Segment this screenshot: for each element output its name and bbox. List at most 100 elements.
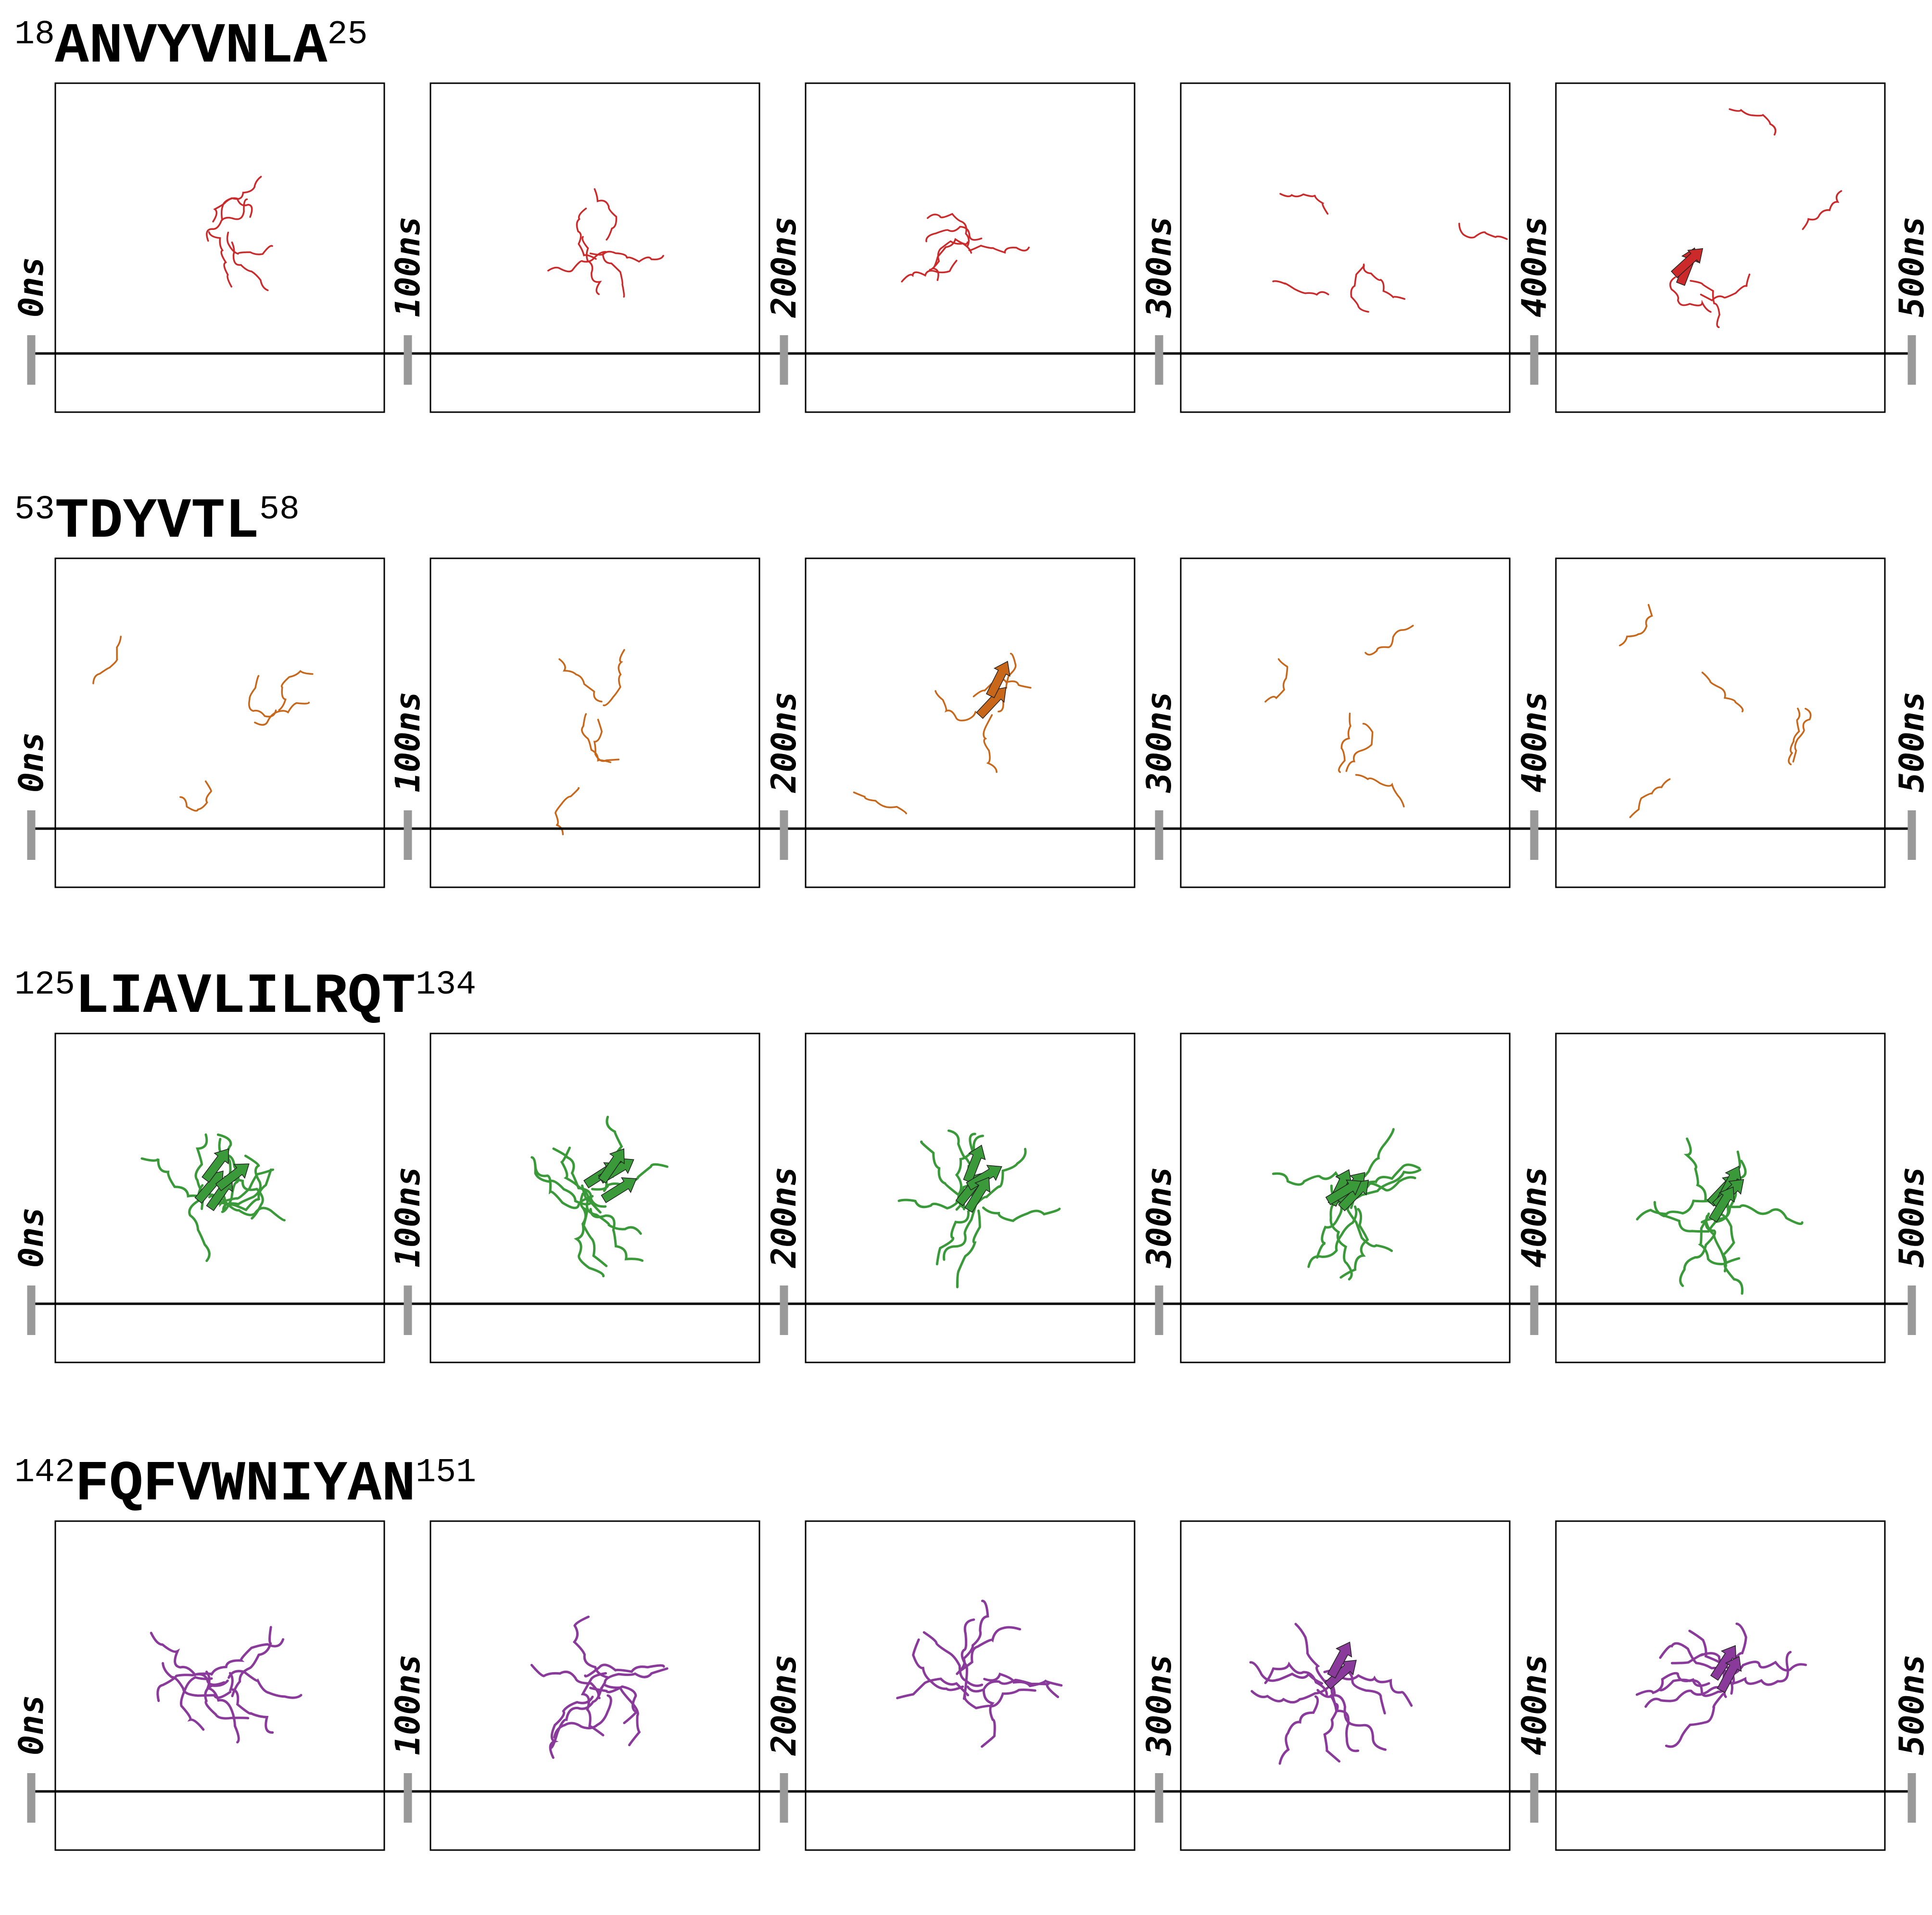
beta-strand-arrow xyxy=(1710,1645,1737,1681)
beta-strand-arrow xyxy=(215,1163,250,1191)
snapshot-panel xyxy=(429,1520,760,1851)
peptide-chain xyxy=(922,1631,984,1687)
peptide-chain xyxy=(208,1194,286,1222)
peptide-chain xyxy=(1364,625,1414,656)
peptide-chain xyxy=(1250,1685,1331,1704)
peptide-chain xyxy=(1636,1199,1711,1221)
sequence-letters: LIAVLILRQT xyxy=(75,965,416,1029)
peptide-chain xyxy=(589,1208,644,1262)
peptide-row: 53TDYVTL58 0ns 100ns 200ns 300ns 400ns 500ns xyxy=(12,490,1932,888)
peptide-chain xyxy=(1690,280,1720,328)
peptide-chain xyxy=(581,1672,607,1737)
snapshot-panel xyxy=(1180,1520,1511,1851)
sequence-letters: ANVYVNLA xyxy=(55,15,328,79)
peptide-chain xyxy=(179,1676,213,1731)
snapshot-panel xyxy=(54,1520,385,1851)
peptide-chain xyxy=(1659,1642,1729,1675)
peptide-chain xyxy=(589,252,625,298)
peptide-chain xyxy=(580,1192,608,1267)
peptide-chain xyxy=(1338,712,1351,773)
time-label: 400ns xyxy=(1515,1166,1554,1268)
peptide-chain xyxy=(1729,1661,1807,1676)
peptide-chain xyxy=(1658,1678,1730,1697)
peptide-chain xyxy=(603,649,625,706)
peptide-row: 18ANVYVNLA25 0ns 100ns 200ns 300ns 400ns 500ns xyxy=(12,15,1932,413)
peptide-chain xyxy=(983,714,998,773)
sequence-letters: FQFVWNIYAN xyxy=(75,1453,416,1517)
peptide-chain xyxy=(1700,273,1751,302)
peptide-chain xyxy=(593,718,620,762)
peptide-chain xyxy=(1272,280,1329,296)
sequence-end-residue: 134 xyxy=(416,966,476,1004)
beta-strand-arrow xyxy=(966,1165,1002,1191)
peptide-chain xyxy=(925,226,983,242)
peptide-chain xyxy=(1316,1688,1360,1752)
time-label: 300ns xyxy=(1139,691,1179,794)
beta-strand-arrow xyxy=(1717,1656,1742,1693)
snapshot-panel xyxy=(54,557,385,888)
time-label: 500ns xyxy=(1892,216,1932,317)
peptide-chain xyxy=(254,702,310,726)
peptide-chain xyxy=(208,231,232,288)
time-label: 500ns xyxy=(1892,691,1932,793)
peptide-chain xyxy=(589,1685,639,1725)
snapshot-panel xyxy=(1555,1520,1886,1851)
snapshot-panel xyxy=(805,82,1136,413)
peptide-chain xyxy=(150,1632,213,1677)
peptide-chain xyxy=(1341,1674,1413,1707)
snapshot-panel xyxy=(805,557,1136,888)
peptide-chain xyxy=(1272,1171,1349,1186)
peptide-chain xyxy=(901,260,958,283)
sequence-start-residue: 142 xyxy=(14,1454,75,1492)
time-label: 0ns xyxy=(12,1207,51,1268)
peptide-chain xyxy=(593,188,618,241)
peptide-chain xyxy=(1802,190,1843,230)
peptide-chain xyxy=(140,1157,206,1200)
peptide-chain xyxy=(920,1140,965,1210)
peptide-chain xyxy=(1264,658,1288,703)
peptide-chain xyxy=(1339,1208,1369,1279)
sequence-start-residue: 18 xyxy=(14,16,55,54)
snapshot-panel xyxy=(1555,557,1886,888)
time-label: 200ns xyxy=(764,1166,804,1268)
peptide-row: 142FQFVWNIYAN151 0ns 100ns 200ns 300ns 400ns 5… xyxy=(12,1453,1932,1851)
time-label: 400ns xyxy=(1515,691,1554,793)
peptide-chain xyxy=(547,251,607,273)
peptide-chain xyxy=(228,1672,274,1734)
peptide-chain xyxy=(1329,1694,1387,1751)
time-label: 100ns xyxy=(388,691,428,793)
peptide-chain xyxy=(226,231,273,255)
peptide-chain xyxy=(926,213,970,247)
peptide-chain xyxy=(278,670,314,711)
time-label: 0ns xyxy=(12,257,51,317)
peptide-chain xyxy=(931,238,969,281)
time-label: 500ns xyxy=(1892,1654,1932,1755)
snapshot-panel xyxy=(1555,1033,1886,1363)
peptide-sequence-title: 18ANVYVNLA25 xyxy=(14,15,368,79)
peptide-chain xyxy=(896,1677,969,1700)
peptide-chain xyxy=(912,1638,964,1691)
peptide-chain xyxy=(1345,1169,1422,1203)
peptide-chain xyxy=(1355,774,1405,807)
peptide-chain xyxy=(248,675,277,718)
beta-strand-arrow xyxy=(1708,1186,1735,1223)
peptide-chain xyxy=(534,1163,594,1209)
peptide-chain xyxy=(1679,1214,1717,1287)
peptide-chain xyxy=(1665,1693,1724,1748)
sequence-start-residue: 125 xyxy=(14,966,75,1004)
beta-strand-arrow xyxy=(601,1177,637,1203)
snapshot-panel xyxy=(1180,82,1511,413)
peptide-chain xyxy=(934,690,976,722)
time-label: 400ns xyxy=(1515,216,1554,317)
peptide-chain xyxy=(581,1184,642,1235)
peptide-chain xyxy=(1458,223,1508,240)
sequence-end-residue: 151 xyxy=(416,1454,476,1492)
snapshot-panel xyxy=(1180,557,1511,888)
beta-strand-arrow xyxy=(1325,1179,1362,1206)
peptide-chain xyxy=(963,1688,1036,1710)
snapshot-panel xyxy=(429,1033,760,1363)
time-label: 100ns xyxy=(388,1166,428,1268)
peptide-chain xyxy=(968,244,1030,254)
peptide-chain xyxy=(597,1667,669,1700)
